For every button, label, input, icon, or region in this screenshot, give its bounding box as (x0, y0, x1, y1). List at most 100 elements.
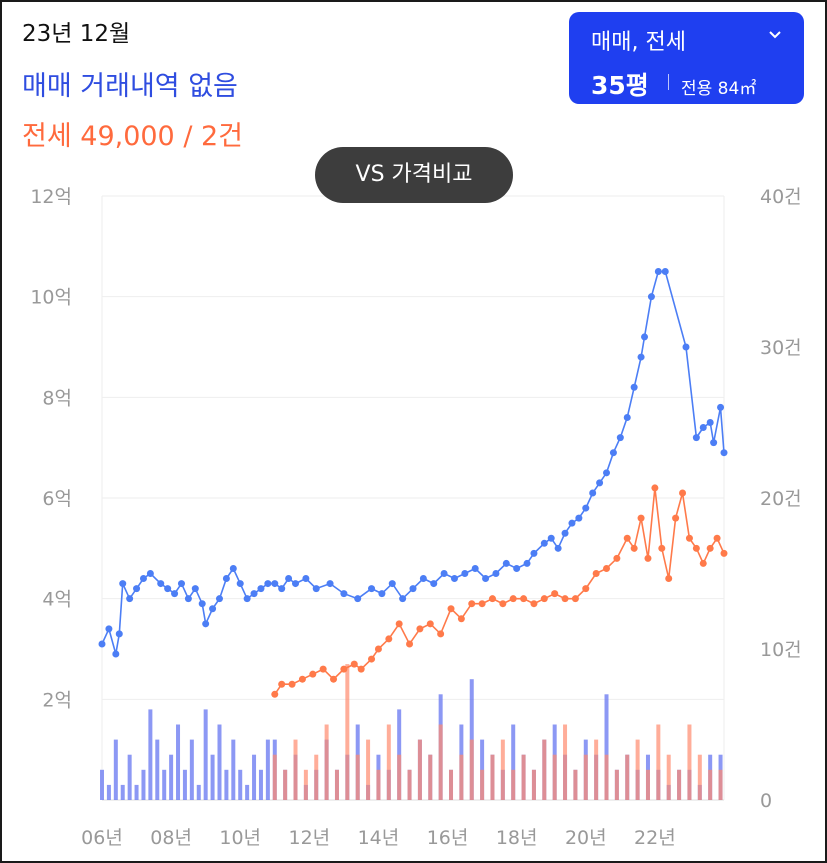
rent-count-bar (666, 754, 671, 800)
sale-price-point (471, 564, 479, 572)
sale-count-bar (162, 769, 167, 800)
rent-price-point (457, 615, 465, 623)
sale-count-bar (148, 709, 153, 800)
rent-price-point (644, 554, 652, 562)
sale-price-point (547, 534, 555, 542)
price-compare-button[interactable]: VS 가격비교 (315, 147, 513, 203)
rent-price-point (278, 680, 286, 688)
rent-count-bar (490, 754, 495, 800)
rent-price-point (271, 690, 279, 698)
sale-count-bar (189, 739, 194, 800)
rent-price-point (298, 675, 306, 683)
rent-count-bar (459, 754, 464, 800)
sale-price-point (326, 580, 334, 588)
rent-price-point (571, 595, 579, 603)
x-tick-label: 06년 (81, 827, 123, 849)
sale-price-point (257, 585, 265, 593)
rent-count-bar (355, 754, 360, 800)
trade-type-filter-button[interactable]: 매매, 전세 35평 전용 84㎡ (569, 12, 804, 104)
rent-count-bar (521, 754, 526, 800)
rent-price-point (357, 665, 365, 673)
sale-price-point (171, 590, 179, 598)
sale-count-bar (134, 784, 139, 800)
trade-type-label: 매매, 전세 (591, 30, 686, 55)
sale-price-point (482, 575, 490, 583)
rent-price-point (447, 605, 455, 613)
rent-price-point (468, 600, 476, 608)
sale-count-bar (113, 739, 118, 800)
sale-count-bar (265, 739, 270, 800)
sale-price-point (215, 595, 223, 603)
sale-count-bar (182, 769, 187, 800)
sale-price-point (596, 479, 604, 487)
rent-price-point (350, 660, 358, 668)
x-tick-label: 18년 (496, 827, 538, 849)
sale-price-point (368, 585, 376, 593)
rent-price-point (530, 600, 538, 608)
sale-price-point (554, 544, 562, 552)
sale-price-point (119, 580, 127, 588)
rent-count-bar (718, 769, 723, 800)
rent-price-point (665, 575, 673, 583)
y-right-tick-label: 40건 (760, 186, 802, 208)
rent-count-bar (449, 769, 454, 800)
rent-count-bar (604, 754, 609, 800)
sale-count-bar (511, 724, 516, 800)
sale-price-point (699, 424, 707, 432)
rent-price-point (330, 675, 338, 683)
sale-price-point (292, 580, 300, 588)
sale-price-point (523, 559, 531, 567)
rent-price-point (592, 570, 600, 577)
date-label: 23년 12월 (22, 21, 131, 47)
rent-price-point (416, 625, 424, 633)
sale-price-point (661, 268, 669, 275)
sale-status: 매매 거래내역 없음 (22, 71, 238, 102)
sale-count-bar (176, 724, 181, 800)
sale-price-point (502, 559, 510, 567)
sale-price-point (616, 434, 624, 442)
rent-price-point (679, 489, 687, 497)
sale-price-point (717, 403, 725, 411)
sale-price-point (647, 293, 655, 301)
rent-count-bar (542, 739, 547, 800)
rent-count-bar (272, 754, 277, 800)
sale-count-bar (169, 754, 174, 800)
sale-price-point (430, 580, 438, 588)
rent-price-point (699, 559, 707, 567)
rent-price-point (509, 595, 517, 603)
sale-price-point (202, 620, 210, 628)
sale-price-point (513, 564, 521, 572)
rent-price-point (540, 595, 548, 603)
sale-price-point (540, 539, 548, 547)
y-left-tick-label: 6억 (42, 488, 72, 510)
rent-price-point (385, 635, 393, 643)
sale-price-point (312, 585, 320, 593)
rent-price-point (551, 590, 559, 598)
sale-price-line (101, 270, 725, 655)
x-tick-label: 14년 (358, 827, 400, 849)
rent-price-point (706, 544, 714, 552)
sale-price-point (198, 600, 206, 608)
sale-count-bar (196, 784, 201, 800)
rent-count-bar (625, 754, 630, 800)
sale-price-point (271, 580, 279, 588)
sale-price-point (589, 489, 597, 497)
rent-price-point (672, 514, 680, 522)
sale-price-point (450, 575, 458, 583)
sale-price-point (229, 564, 237, 572)
rent-price-point (288, 680, 296, 688)
rent-count-bar (635, 739, 640, 800)
sale-price-point (115, 630, 123, 638)
rent-price-point (630, 544, 638, 552)
sale-price-point (637, 353, 645, 361)
sale-price-point (654, 268, 662, 275)
sale-price-point (278, 585, 286, 593)
sale-price-point (603, 469, 611, 477)
sale-price-point (582, 504, 590, 512)
sale-price-point (561, 529, 569, 537)
rent-price-point (720, 549, 728, 557)
sale-price-point (568, 519, 576, 527)
sale-price-point (409, 585, 417, 593)
rent-count-bar (366, 739, 371, 800)
rent-count-bar (417, 739, 422, 800)
